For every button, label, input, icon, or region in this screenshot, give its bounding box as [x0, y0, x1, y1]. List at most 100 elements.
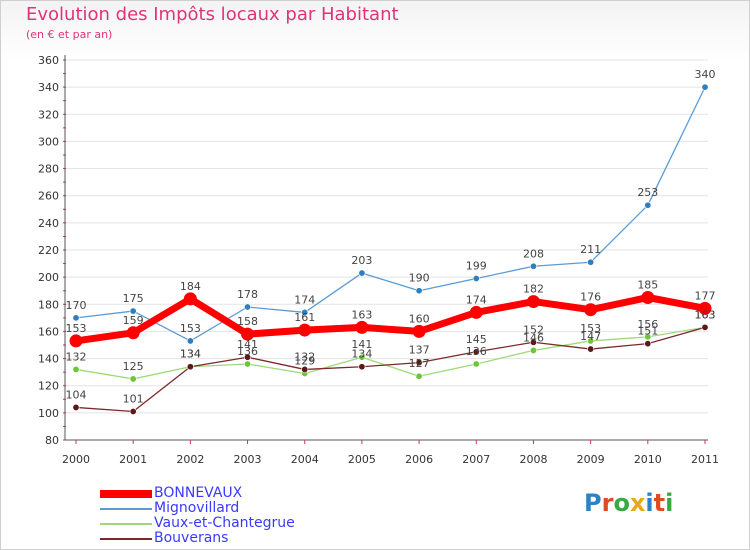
- series-line-vaux-et-chantegrue: [75, 326, 706, 380]
- y-tick-label: 240: [38, 217, 59, 230]
- data-point: [301, 308, 309, 316]
- data-label: 153: [66, 322, 87, 335]
- data-label: 141: [351, 338, 372, 351]
- x-tick-label: 2003: [234, 453, 262, 466]
- data-point: [641, 291, 655, 304]
- data-point: [584, 303, 598, 317]
- y-tick-label: 320: [38, 108, 59, 121]
- data-point: [526, 295, 540, 309]
- legend-label: Vaux-et-Chantegrue: [154, 515, 295, 531]
- data-label: 145: [466, 333, 487, 346]
- data-point: [301, 365, 309, 373]
- data-label: 132: [294, 350, 315, 363]
- data-label: 176: [580, 291, 601, 304]
- data-label: 141: [237, 338, 258, 351]
- proxiti-logo: Proxiti: [584, 489, 673, 517]
- data-label: 153: [180, 322, 201, 335]
- x-tick-label: 2002: [176, 453, 204, 466]
- logo-letter: x: [629, 489, 646, 517]
- x-tick-label: 2010: [634, 453, 662, 466]
- data-point: [244, 303, 252, 311]
- series-line-bouverans: [75, 326, 706, 413]
- x-tick-label: 2001: [119, 453, 147, 466]
- y-tick-label: 100: [38, 407, 59, 420]
- data-label: 127: [409, 357, 430, 370]
- x-tick-label: 2007: [462, 453, 490, 466]
- data-point: [244, 360, 252, 368]
- data-label: 199: [466, 260, 487, 273]
- data-point: [644, 333, 652, 341]
- data-point: [529, 338, 537, 346]
- legend-swatch: [100, 490, 152, 498]
- logo-letter: i: [645, 489, 654, 517]
- legend-label: Bouverans: [154, 530, 229, 546]
- legend-label: Mignovillard: [154, 500, 240, 516]
- data-label: 134: [351, 348, 372, 361]
- data-point: [644, 340, 652, 348]
- data-label: 132: [66, 350, 87, 363]
- data-point: [358, 353, 366, 361]
- data-point: [412, 324, 426, 338]
- y-tick-label: 200: [38, 271, 59, 284]
- data-label: 253: [637, 186, 658, 199]
- logo-letter: r: [601, 489, 614, 517]
- data-label: 163: [351, 308, 372, 321]
- legend-swatch: [100, 508, 152, 510]
- data-label: 175: [123, 292, 144, 305]
- data-point: [241, 327, 255, 341]
- data-label: 134: [180, 348, 201, 361]
- data-point: [529, 262, 537, 270]
- data-point: [472, 348, 480, 356]
- data-point: [72, 365, 80, 373]
- data-label: 174: [466, 293, 487, 306]
- y-tick-label: 340: [38, 81, 59, 94]
- y-tick-label: 360: [38, 54, 59, 67]
- x-tick-label: 2006: [405, 453, 433, 466]
- y-tick-label: 220: [38, 244, 59, 257]
- y-tick-label: 260: [38, 190, 59, 203]
- legend-swatch: [100, 523, 152, 525]
- chart-subtitle: (en € et par an): [26, 28, 113, 41]
- data-label: 136: [466, 345, 487, 358]
- data-label: 340: [695, 68, 716, 81]
- data-point: [415, 359, 423, 367]
- y-tick-label: 180: [38, 298, 59, 311]
- data-point: [129, 407, 137, 415]
- data-label: 158: [237, 315, 258, 328]
- legend-label: BONNEVAUX: [154, 485, 243, 501]
- data-label: 147: [580, 330, 601, 343]
- data-label: 159: [123, 314, 144, 327]
- logo-letter: P: [584, 489, 602, 517]
- data-label: 160: [409, 312, 430, 325]
- series-line-mignovillard: [75, 86, 706, 342]
- data-label: 163: [695, 308, 716, 321]
- data-label: 161: [294, 311, 315, 324]
- data-point: [587, 258, 595, 266]
- data-label: 156: [637, 318, 658, 331]
- data-point: [701, 83, 709, 91]
- y-tick-label: 120: [38, 380, 59, 393]
- data-label: 136: [237, 345, 258, 358]
- data-label: 134: [180, 348, 201, 361]
- data-point: [183, 292, 197, 306]
- y-tick-label: 280: [38, 163, 59, 176]
- data-label: 184: [180, 280, 201, 293]
- x-tick-label: 2008: [519, 453, 547, 466]
- data-label: 182: [523, 283, 544, 296]
- data-label: 190: [409, 272, 430, 285]
- data-point: [129, 375, 137, 383]
- data-point: [644, 201, 652, 209]
- data-label: 177: [695, 289, 716, 302]
- y-tick-label: 80: [45, 434, 59, 447]
- data-point: [472, 360, 480, 368]
- y-tick-label: 160: [38, 325, 59, 338]
- y-tick-label: 300: [38, 135, 59, 148]
- data-point: [358, 269, 366, 277]
- data-point: [358, 363, 366, 371]
- x-tick-label: 2009: [577, 453, 605, 466]
- data-label: 170: [66, 299, 87, 312]
- data-point: [472, 274, 480, 282]
- data-point: [244, 353, 252, 361]
- data-point: [701, 323, 709, 331]
